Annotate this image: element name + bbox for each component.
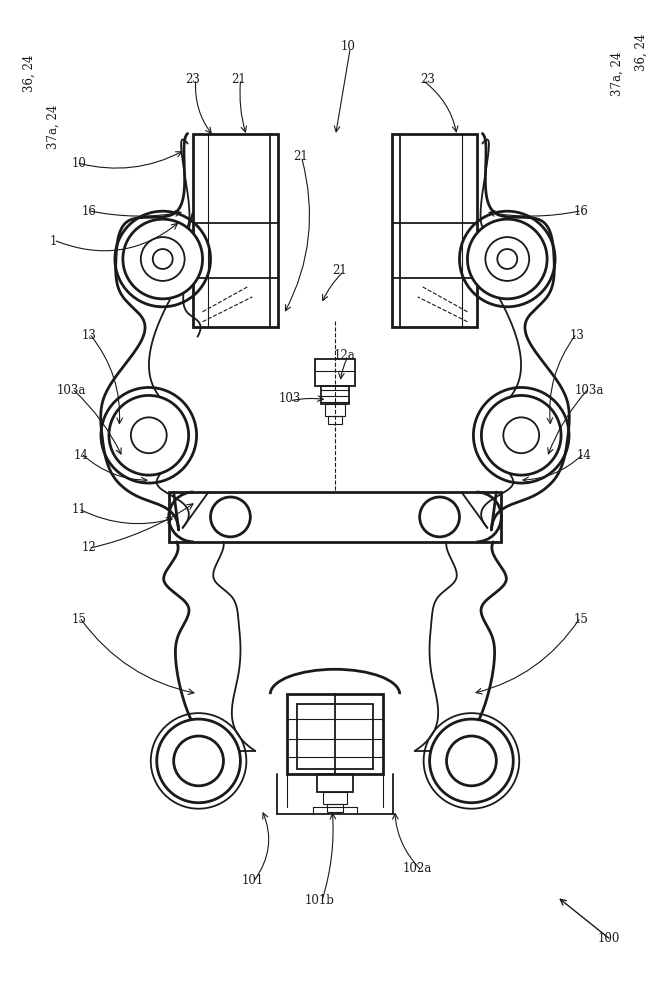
Text: 1: 1 bbox=[50, 235, 57, 248]
Circle shape bbox=[153, 249, 173, 269]
Bar bbox=[315, 359, 355, 386]
Text: 37a, 24: 37a, 24 bbox=[47, 104, 60, 149]
Text: 14: 14 bbox=[74, 449, 88, 462]
Text: 13: 13 bbox=[570, 329, 584, 342]
Text: 23: 23 bbox=[185, 73, 200, 86]
Circle shape bbox=[468, 219, 547, 299]
Circle shape bbox=[123, 219, 202, 299]
Circle shape bbox=[131, 417, 167, 453]
Text: 16: 16 bbox=[82, 205, 96, 218]
Bar bbox=[317, 774, 353, 792]
Text: 10: 10 bbox=[340, 40, 355, 53]
Text: 14: 14 bbox=[576, 449, 592, 462]
Bar bbox=[321, 386, 349, 404]
Circle shape bbox=[174, 736, 224, 786]
Text: 15: 15 bbox=[72, 613, 86, 626]
Text: 101: 101 bbox=[241, 874, 263, 887]
Bar bbox=[192, 134, 278, 327]
Text: 21: 21 bbox=[293, 150, 308, 163]
Text: 36, 24: 36, 24 bbox=[635, 33, 648, 71]
Text: 16: 16 bbox=[574, 205, 588, 218]
Bar bbox=[287, 694, 383, 774]
Circle shape bbox=[419, 497, 460, 537]
Text: 103a: 103a bbox=[574, 384, 604, 397]
Text: 21: 21 bbox=[231, 73, 246, 86]
Text: 11: 11 bbox=[72, 503, 86, 516]
Circle shape bbox=[446, 736, 496, 786]
Circle shape bbox=[157, 719, 241, 803]
Circle shape bbox=[141, 237, 185, 281]
Text: 23: 23 bbox=[420, 73, 435, 86]
Text: 100: 100 bbox=[598, 932, 620, 945]
Circle shape bbox=[109, 395, 189, 475]
Bar bbox=[327, 804, 343, 812]
Bar bbox=[323, 792, 347, 804]
Text: 13: 13 bbox=[82, 329, 96, 342]
Text: 15: 15 bbox=[574, 613, 588, 626]
Circle shape bbox=[210, 497, 251, 537]
Text: 37a, 24: 37a, 24 bbox=[610, 52, 623, 96]
Text: 36, 24: 36, 24 bbox=[23, 55, 36, 92]
Text: 101b: 101b bbox=[305, 894, 335, 907]
Text: 103: 103 bbox=[279, 392, 302, 405]
Circle shape bbox=[497, 249, 517, 269]
Circle shape bbox=[485, 237, 529, 281]
Text: 21: 21 bbox=[332, 264, 347, 277]
Bar bbox=[169, 492, 501, 542]
Circle shape bbox=[429, 719, 513, 803]
Text: 12a: 12a bbox=[334, 349, 356, 362]
Bar bbox=[297, 704, 373, 769]
Circle shape bbox=[481, 395, 561, 475]
Text: 102a: 102a bbox=[403, 862, 432, 875]
Text: 10: 10 bbox=[72, 157, 86, 170]
Bar bbox=[325, 404, 345, 416]
Bar bbox=[328, 416, 342, 424]
Circle shape bbox=[503, 417, 539, 453]
Text: 103a: 103a bbox=[56, 384, 86, 397]
Bar bbox=[392, 134, 478, 327]
Text: 12: 12 bbox=[82, 541, 96, 554]
